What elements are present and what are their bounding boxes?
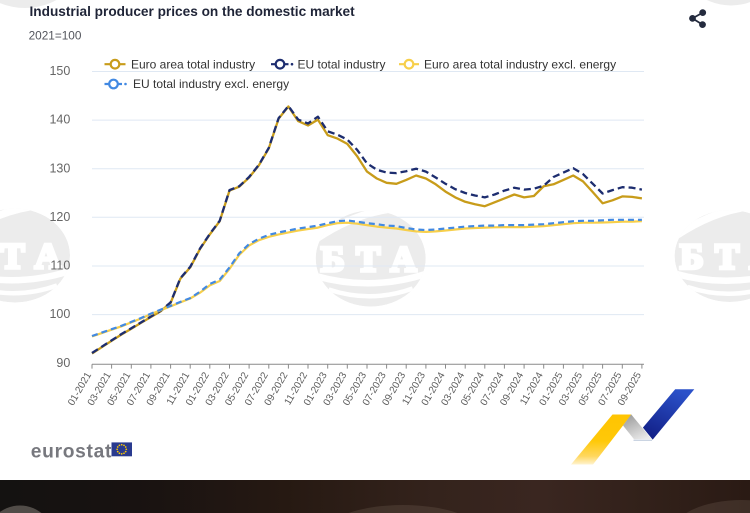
svg-text:150: 150 [49,64,70,78]
svg-text:EU total industry: EU total industry [298,57,386,71]
svg-text:2021=100: 2021=100 [29,29,82,43]
svg-text:100: 100 [49,307,70,321]
svg-text:БТА: БТА [680,237,750,277]
svg-text:Euro area total industry excl.: Euro area total industry excl. energy [424,57,616,71]
svg-text:EU total industry excl. energy: EU total industry excl. energy [133,77,289,91]
svg-text:120: 120 [49,210,70,224]
svg-text:eurostat: eurostat [31,441,112,462]
svg-text:130: 130 [49,161,70,175]
svg-text:БТА: БТА [321,239,429,279]
svg-text:110: 110 [50,259,70,273]
svg-text:140: 140 [49,113,70,127]
svg-text:Industrial producer prices on: Industrial producer prices on the domest… [30,4,356,19]
svg-text:90: 90 [56,356,70,370]
svg-text:БТА: БТА [0,236,73,276]
svg-text:Euro area total industry: Euro area total industry [131,57,255,71]
